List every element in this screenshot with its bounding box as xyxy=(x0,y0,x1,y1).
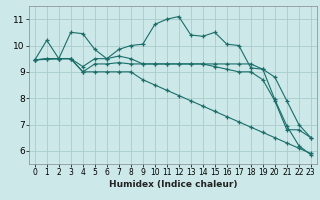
X-axis label: Humidex (Indice chaleur): Humidex (Indice chaleur) xyxy=(108,180,237,189)
